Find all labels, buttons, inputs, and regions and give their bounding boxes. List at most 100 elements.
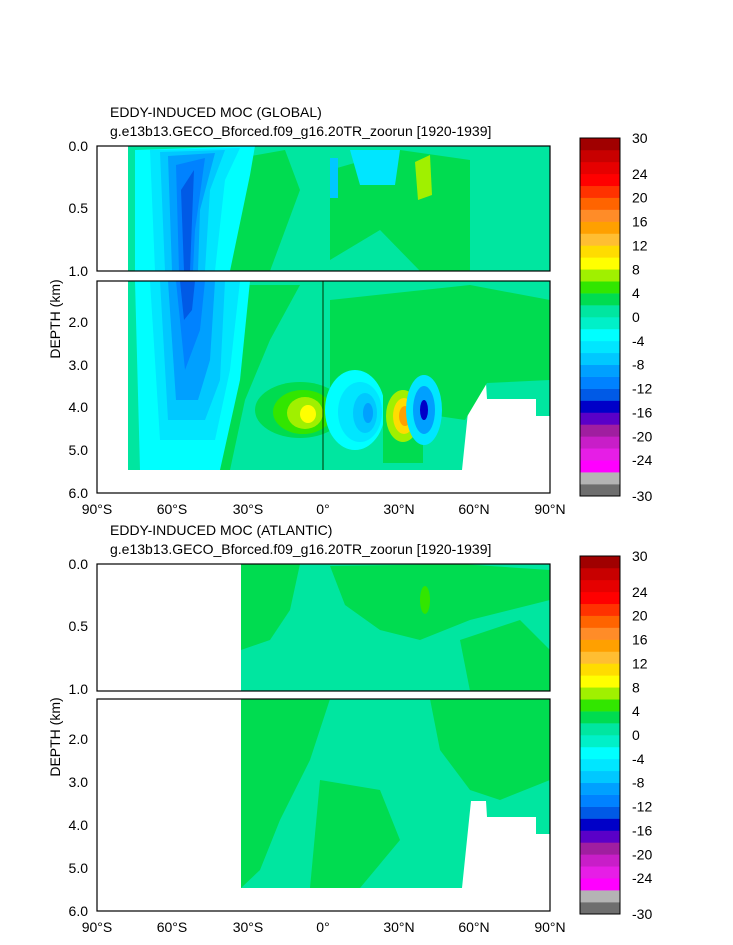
global-ylabel: DEPTH (km)	[47, 279, 63, 358]
global-panel: EDDY-INDUCED MOC (GLOBAL) g.e13b13.GECO_…	[47, 104, 652, 517]
atlantic-colorbar-bin-5	[580, 842, 620, 855]
global-y-ticks: 0.0 0.5 1.0 2.0 3.0 4.0 5.0 6.0	[69, 138, 89, 501]
atlantic-colorbar-bin-26	[580, 591, 620, 605]
atlantic-colorbar-bin-28	[580, 567, 620, 581]
global-colorbar-tick-label: 24	[632, 166, 648, 182]
atlantic-y-tick-6.0: 6.0	[69, 903, 89, 919]
atlantic-y-tick-2.0: 2.0	[69, 731, 89, 747]
atlantic-colorbar-bin-11	[580, 770, 620, 784]
global-upper-east-yellow	[415, 155, 432, 200]
atlantic-colorbar-tick-label: 20	[632, 608, 648, 624]
atlantic-colorbar-tick-label: -12	[632, 799, 652, 815]
atlantic-ylabel: DEPTH (km)	[47, 697, 63, 776]
atlantic-x-tick-60S: 60°S	[157, 919, 188, 935]
global-upper-field	[97, 146, 550, 271]
global-colorbar-bin-25	[580, 185, 620, 198]
global-colorbar-tick-label: 20	[632, 190, 648, 206]
global-colorbar-bin-19	[580, 257, 620, 270]
atlantic-colorbar-bin-2	[580, 878, 620, 891]
global-x-tick-60N: 60°N	[458, 501, 489, 517]
global-y-tick-6.0: 6.0	[69, 485, 89, 501]
atlantic-colorbar-bin-16	[580, 711, 620, 724]
atlantic-colorbar-tick-label: 0	[632, 727, 640, 743]
global-colorbar-bin-4	[580, 436, 620, 449]
atlantic-upper-field	[97, 564, 550, 691]
global-colorbar-bin-12	[580, 340, 620, 354]
global-colorbar-tick-label: -30	[632, 488, 652, 504]
global-y-tick-4.0: 4.0	[69, 399, 89, 415]
atlantic-colorbar-bin-18	[580, 687, 620, 700]
global-colorbar-bin-28	[580, 149, 620, 163]
global-colorbar: 30 24 20 16 12 8 4 0 -4 -8 -12 -16 -20 -24 -30	[579, 130, 652, 504]
atlantic-panel: EDDY-INDUCED MOC (ATLANTIC) g.e13b13.GEC…	[47, 522, 652, 935]
atlantic-colorbar-bin-13	[580, 746, 620, 760]
atlantic-colorbar-tick-label: 16	[632, 632, 648, 648]
global-colorbar-bin-20	[580, 245, 620, 258]
atlantic-colorbar-bin-3	[580, 866, 620, 879]
global-y-tick-0.5: 0.5	[69, 200, 89, 216]
global-colorbar-tick-label: -20	[632, 428, 652, 444]
atlantic-colorbar-tick-label: -20	[632, 846, 652, 862]
atlantic-colorbar-bin-1	[580, 890, 620, 903]
atlantic-colorbar-bin-15	[580, 723, 620, 736]
global-colorbar-tick-label: 16	[632, 214, 648, 230]
global-x-tick-90N: 90°N	[534, 501, 565, 517]
atlantic-colorbar-bin-21	[580, 651, 620, 664]
atlantic-subtitle: g.e13b13.GECO_Bforced.f09_g16.20TR_zooru…	[110, 541, 491, 557]
atlantic-colorbar-tick-label: -24	[632, 870, 652, 886]
global-eq-cold-core	[363, 403, 373, 423]
atlantic-colorbar-bin-0	[580, 902, 620, 915]
global-colorbar-bin-2	[580, 460, 620, 473]
atlantic-upper-green-2	[330, 564, 550, 640]
atlantic-colorbar-bin-25	[580, 603, 620, 616]
global-colorbar-bin-27	[580, 161, 620, 175]
global-colorbar-bin-3	[580, 448, 620, 461]
atlantic-upper-frame	[96, 563, 551, 692]
atlantic-colorbar-bin-10	[580, 782, 620, 795]
atlantic-colorbar-tick-label: 30	[632, 548, 648, 564]
atlantic-colorbar-tick-label: 12	[632, 655, 648, 671]
atlantic-y-tick-0.5: 0.5	[69, 618, 89, 634]
atlantic-x-tick-30N: 30°N	[383, 919, 414, 935]
global-lower-frame	[96, 280, 551, 494]
global-subtitle: g.e13b13.GECO_Bforced.f09_g16.20TR_zooru…	[110, 123, 491, 139]
global-warm-core	[300, 405, 316, 423]
global-colorbar-bin-8	[580, 388, 620, 401]
global-colorbar-tick-label: -8	[632, 357, 645, 373]
global-colorbar-bin-16	[580, 293, 620, 306]
global-y-tick-1.0: 1.0	[69, 263, 89, 279]
atlantic-y-tick-3.0: 3.0	[69, 774, 89, 790]
global-upper-frame	[96, 145, 551, 272]
atlantic-colorbar-tick-label: 4	[632, 703, 640, 719]
global-colorbar-bin-10	[580, 364, 620, 377]
atlantic-upper-yellow-spot	[420, 586, 430, 614]
global-colorbar-tick-label: 0	[632, 309, 640, 325]
atlantic-colorbar-bin-14	[580, 735, 620, 748]
global-colorbar-bin-21	[580, 233, 620, 246]
global-colorbar-tick-label: 4	[632, 285, 640, 301]
atlantic-x-tick-30S: 30°S	[233, 919, 264, 935]
atlantic-colorbar-bin-20	[580, 663, 620, 676]
global-colorbar-bin-29	[580, 138, 620, 151]
global-x-ticks: 90°S 60°S 30°S 0° 30°N 60°N 90°N	[82, 501, 566, 517]
atlantic-x-tick-90S: 90°S	[82, 919, 113, 935]
atlantic-colorbar-bin-6	[580, 830, 620, 843]
global-x-tick-30S: 30°S	[233, 501, 264, 517]
atlantic-colorbar-bin-23	[580, 627, 620, 640]
atlantic-colorbar-bin-9	[580, 794, 620, 807]
atlantic-colorbar-bin-27	[580, 579, 620, 593]
atlantic-y-tick-4.0: 4.0	[69, 817, 89, 833]
atlantic-colorbar-bin-29	[580, 556, 620, 569]
atlantic-x-ticks: 90°S 60°S 30°S 0° 30°N 60°N 90°N	[82, 919, 566, 935]
global-colorbar-tick-label: -24	[632, 452, 652, 468]
global-colorbar-bin-1	[580, 472, 620, 485]
global-colorbar-tick-label: 12	[632, 237, 648, 253]
atlantic-colorbar-bin-17	[580, 699, 620, 712]
atlantic-lower-green-1	[241, 699, 330, 888]
atlantic-lower-green-3	[310, 780, 400, 888]
global-colorbar-bin-17	[580, 281, 620, 294]
atlantic-colorbar-bin-12	[580, 758, 620, 772]
atlantic-x-tick-0: 0°	[316, 919, 329, 935]
atlantic-colorbar-tick-label: -30	[632, 906, 652, 922]
